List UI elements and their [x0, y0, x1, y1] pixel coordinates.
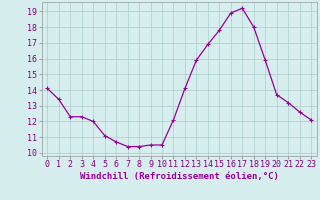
X-axis label: Windchill (Refroidissement éolien,°C): Windchill (Refroidissement éolien,°C) — [80, 172, 279, 181]
